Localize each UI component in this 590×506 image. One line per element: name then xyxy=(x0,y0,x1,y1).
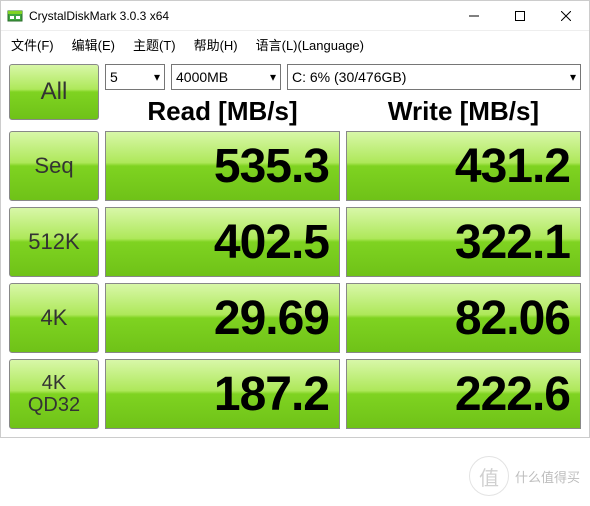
selects: 5 ▾ 4000MB ▾ C: 6% (30/476GB) ▾ xyxy=(105,64,581,90)
4k-read: 29.69 xyxy=(105,283,340,353)
window-buttons xyxy=(451,1,589,31)
seq-button[interactable]: Seq xyxy=(9,131,99,201)
results-grid: Seq 535.3 431.2 512K 402.5 322.1 4K 29.6… xyxy=(9,131,581,429)
4k-qd32-read: 187.2 xyxy=(105,359,340,429)
size-select[interactable]: 4000MB ▾ xyxy=(171,64,281,90)
512k-write: 322.1 xyxy=(346,207,581,277)
controls-right: 5 ▾ 4000MB ▾ C: 6% (30/476GB) ▾ Read [MB… xyxy=(105,64,581,127)
titlebar: CrystalDiskMark 3.0.3 x64 xyxy=(1,1,589,31)
chevron-down-icon: ▾ xyxy=(154,70,160,84)
content-area: All 5 ▾ 4000MB ▾ C: 6% (30/476GB) ▾ xyxy=(1,60,589,437)
controls-row: All 5 ▾ 4000MB ▾ C: 6% (30/476GB) ▾ xyxy=(9,64,581,127)
app-icon xyxy=(7,8,23,24)
drive-select[interactable]: C: 6% (30/476GB) ▾ xyxy=(287,64,581,90)
512k-read: 402.5 xyxy=(105,207,340,277)
runs-select[interactable]: 5 ▾ xyxy=(105,64,165,90)
menu-help[interactable]: 帮助(H) xyxy=(190,33,242,56)
watermark-text: 什么值得买 xyxy=(515,467,580,486)
window-title: CrystalDiskMark 3.0.3 x64 xyxy=(29,9,451,23)
runs-value: 5 xyxy=(110,69,118,85)
size-value: 4000MB xyxy=(176,69,228,85)
column-headers: Read [MB/s] Write [MB/s] xyxy=(105,96,581,127)
4k-button[interactable]: 4K xyxy=(9,283,99,353)
seq-write: 431.2 xyxy=(346,131,581,201)
read-header: Read [MB/s] xyxy=(105,96,340,127)
menubar: 文件(F) 编辑(E) 主题(T) 帮助(H) 语言(L)(Language) xyxy=(1,31,589,60)
menu-theme[interactable]: 主题(T) xyxy=(129,33,180,56)
512k-button[interactable]: 512K xyxy=(9,207,99,277)
chevron-down-icon: ▾ xyxy=(270,70,276,84)
minimize-button[interactable] xyxy=(451,1,497,31)
4k-qd32-write: 222.6 xyxy=(346,359,581,429)
watermark: 值 什么值得买 xyxy=(469,456,580,496)
chevron-down-icon: ▾ xyxy=(570,70,576,84)
seq-read: 535.3 xyxy=(105,131,340,201)
write-header: Write [MB/s] xyxy=(346,96,581,127)
drive-value: C: 6% (30/476GB) xyxy=(292,69,406,85)
menu-language[interactable]: 语言(L)(Language) xyxy=(252,33,368,56)
watermark-icon: 值 xyxy=(469,456,509,496)
menu-edit[interactable]: 编辑(E) xyxy=(68,33,119,56)
menu-file[interactable]: 文件(F) xyxy=(7,33,58,56)
all-button[interactable]: All xyxy=(9,64,99,120)
app-window: CrystalDiskMark 3.0.3 x64 文件(F) 编辑(E) 主题… xyxy=(0,0,590,438)
4k-qd32-button[interactable]: 4K QD32 xyxy=(9,359,99,429)
4k-write: 82.06 xyxy=(346,283,581,353)
close-button[interactable] xyxy=(543,1,589,31)
maximize-button[interactable] xyxy=(497,1,543,31)
